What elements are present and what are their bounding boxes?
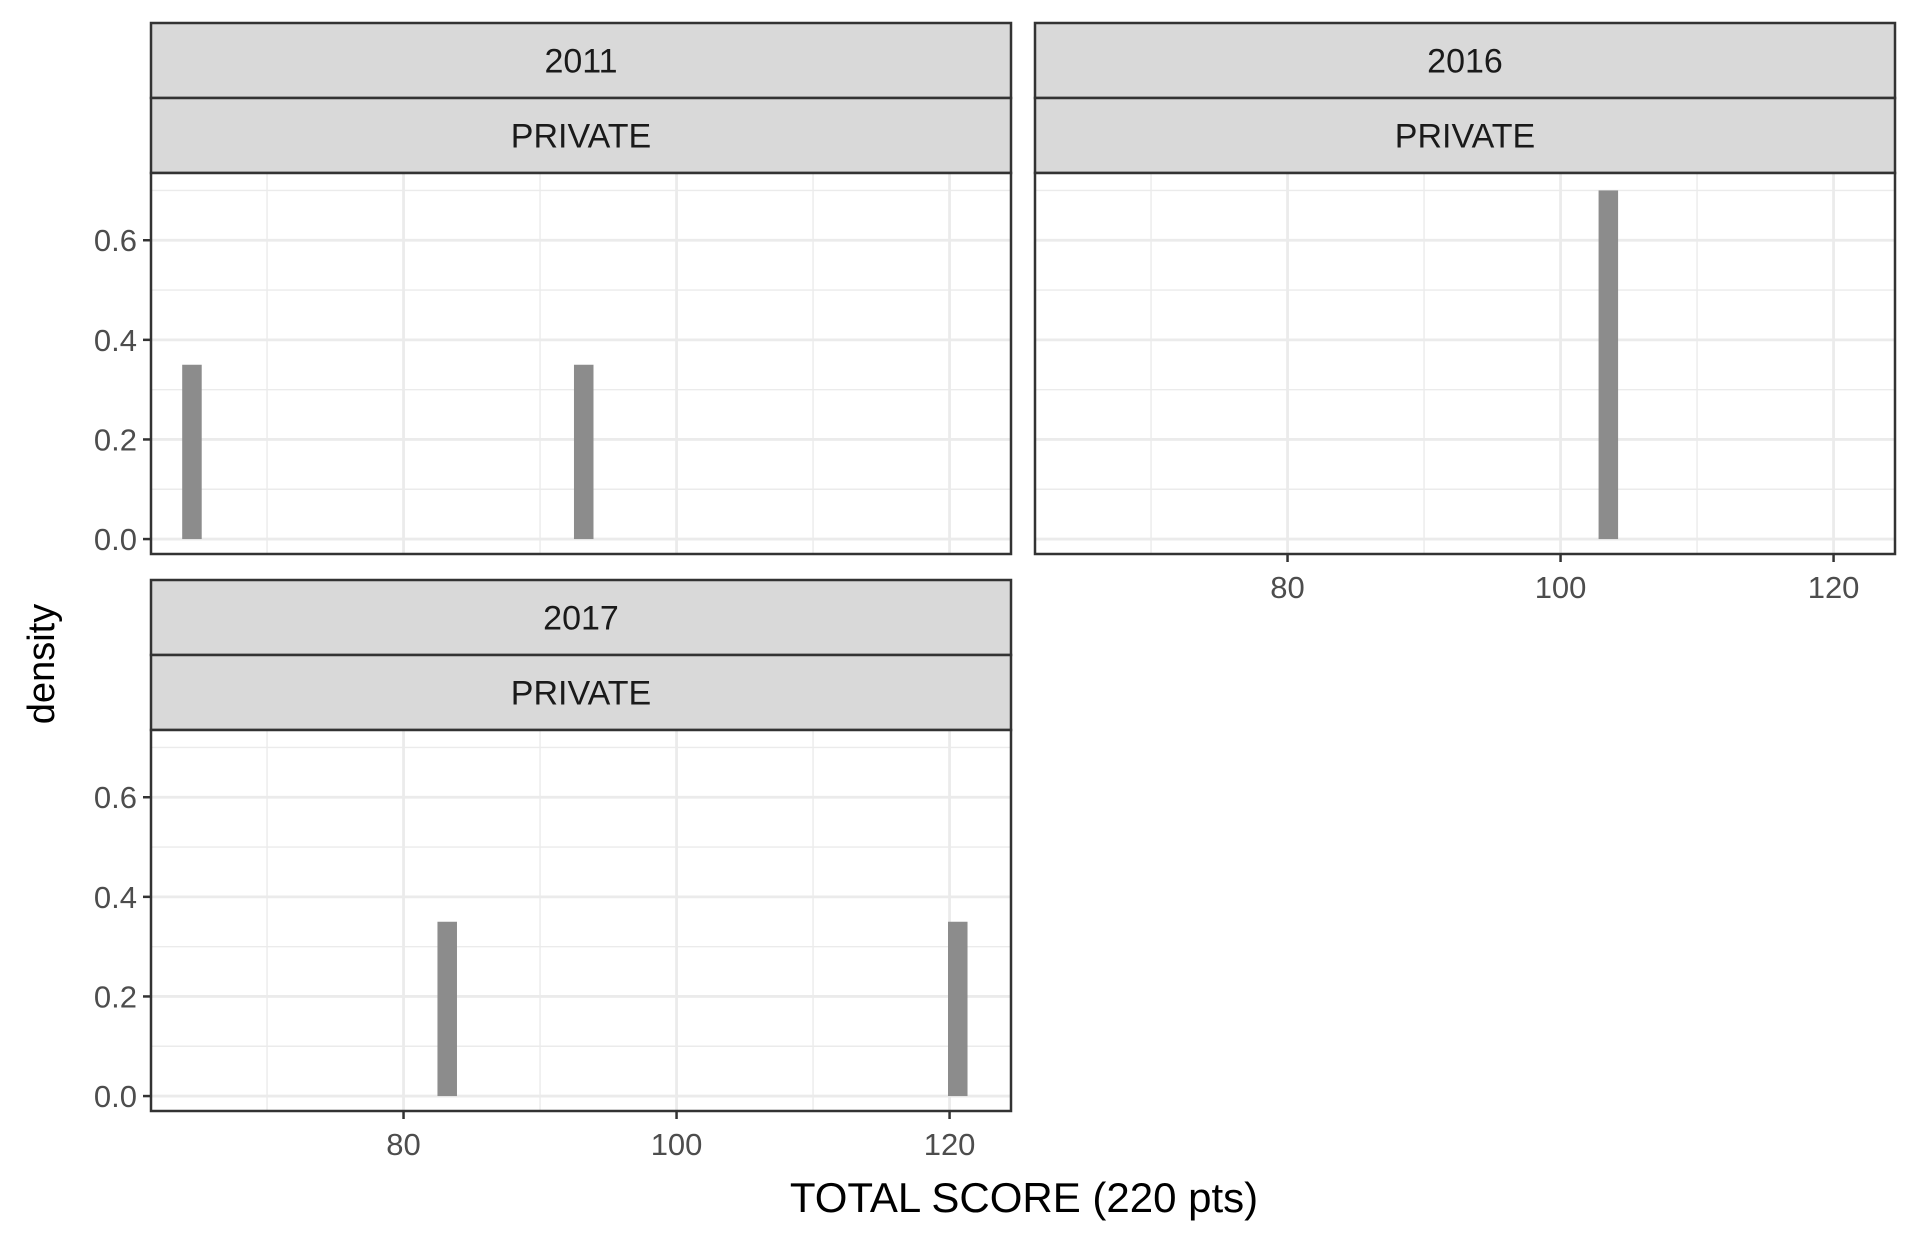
- facet-strip-year: [149, 578, 1013, 657]
- facet-strip-type-label: PRIVATE: [511, 118, 651, 156]
- y-tick-label: 0.6: [94, 223, 137, 258]
- histogram-bar: [573, 364, 594, 540]
- y-tick-label: 0.6: [94, 780, 137, 815]
- facet-strip-year-label: 2017: [543, 600, 619, 638]
- panel-background: [1035, 173, 1895, 554]
- facet-strip-type-label: PRIVATE: [511, 675, 651, 713]
- x-tick-label: 80: [1270, 570, 1304, 605]
- y-tick-label: 0.0: [94, 1079, 137, 1114]
- facet-strip-year-label: 2016: [1427, 43, 1503, 81]
- facet-strip-type: [149, 96, 1013, 175]
- x-tick-label: 120: [924, 1127, 976, 1162]
- panel-border: [149, 728, 1013, 1113]
- y-tick-label: 0.2: [94, 422, 137, 457]
- facet-strip-type: [1033, 96, 1897, 175]
- x-tick-label: 120: [1808, 570, 1860, 605]
- facet-strip-type: [149, 653, 1013, 732]
- facet-panels: 2011 PRIVATE 0.0 0.2 0.4 0.6 2016 PRIVATE 80 100 1…: [94, 21, 1897, 1162]
- facet-strip-year-label: 2011: [544, 43, 617, 81]
- y-tick-label: 0.4: [94, 880, 137, 915]
- histogram-bar: [437, 921, 457, 1097]
- facet-panel-2011: 2011 PRIVATE 0.0 0.2 0.4 0.6: [94, 21, 1013, 557]
- panel-border: [149, 171, 1013, 556]
- facet-panel-2016: 2016 PRIVATE 80 100 120: [1033, 21, 1897, 605]
- panel-border: [1033, 171, 1897, 556]
- facet-strip-year: [149, 21, 1013, 100]
- facet-panel-2017: 2017 PRIVATE 0.0 0.2 0.4 0.6 80 100 120: [94, 578, 1013, 1162]
- facet-strip-year: [1033, 21, 1897, 100]
- x-tick-label: 80: [386, 1127, 420, 1162]
- histogram-bar: [1598, 190, 1619, 540]
- y-axis-title: density: [21, 604, 63, 724]
- facet-strip-type-label: PRIVATE: [1395, 118, 1535, 156]
- y-tick-label: 0.4: [94, 323, 137, 358]
- histogram-bar: [948, 921, 968, 1097]
- y-tick-label: 0.2: [94, 979, 137, 1014]
- x-tick-label: 100: [651, 1127, 703, 1162]
- y-tick-label: 0.0: [94, 522, 137, 557]
- panel-background: [151, 730, 1011, 1111]
- x-axis-title: TOTAL SCORE (220 pts): [790, 1174, 1258, 1221]
- histogram-bar: [182, 364, 202, 540]
- x-tick-label: 100: [1535, 570, 1587, 605]
